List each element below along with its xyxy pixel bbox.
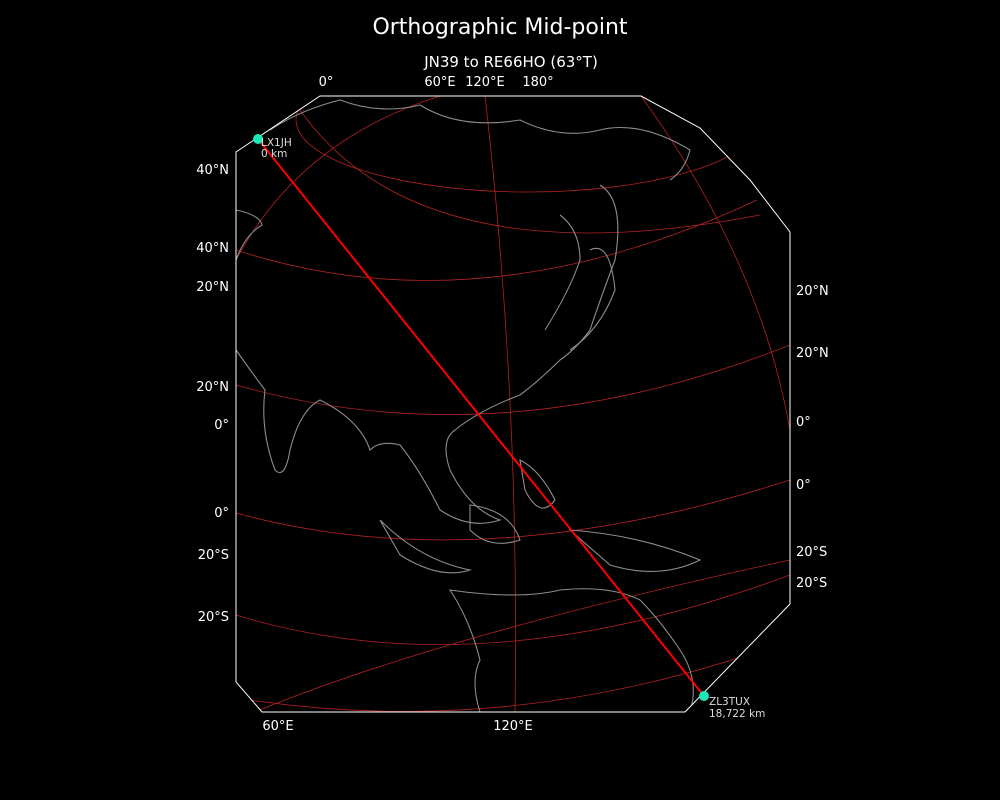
latitude-line [236, 479, 790, 541]
latitude-line [299, 109, 761, 234]
tick-label: 20°N [796, 346, 829, 361]
tick-label: 60°E [424, 75, 455, 90]
tick-label: 20°N [196, 280, 229, 295]
start-distance: 0 km [261, 148, 287, 160]
great-circle-path [257, 138, 705, 697]
tick-label: 20°S [198, 610, 229, 625]
coastline [236, 209, 263, 261]
coastline [269, 99, 691, 181]
coastlines [236, 99, 761, 712]
tick-label: 0° [214, 418, 229, 433]
tick-label: 20°N [796, 284, 829, 299]
top-ticks: 0° 60°E 120°E 180° [319, 75, 554, 90]
graticule [236, 96, 790, 712]
coastline [236, 184, 619, 524]
latitude-line [249, 639, 790, 712]
latitude-line [236, 199, 758, 281]
map-subtitle: JN39 to RE66HO (63°T) [423, 53, 598, 71]
coastline [519, 459, 556, 509]
tick-label: 40°N [196, 163, 229, 178]
meridian-line [236, 96, 441, 261]
tick-label: 0° [796, 478, 811, 493]
bottom-ticks: 60°E 120°E [262, 719, 532, 734]
tick-label: 20°N [196, 380, 229, 395]
meridian-line [484, 96, 517, 712]
coastline [569, 247, 616, 351]
coastline [469, 504, 521, 544]
tick-label: 120°E [493, 719, 533, 734]
tick-label: 20°S [796, 545, 827, 560]
start-marker [253, 134, 263, 144]
tick-label: 120°E [465, 75, 505, 90]
end-distance: 18,722 km [709, 708, 765, 720]
tick-label: 60°E [262, 719, 293, 734]
tick-label: 0° [214, 506, 229, 521]
latitude-line [236, 574, 790, 645]
right-ticks: 20°N 20°N 0° 0° 20°S 20°S [796, 284, 829, 591]
left-ticks: 40°N 40°N 20°N 20°N 0° 0° 20°S 20°S [196, 163, 229, 625]
tick-label: 0° [319, 75, 334, 90]
coastline [544, 214, 581, 331]
tick-label: 40°N [196, 241, 229, 256]
end-callsign: ZL3TUX [709, 696, 750, 708]
coastline [379, 519, 473, 574]
figure-title: Orthographic Mid-point [372, 15, 627, 40]
map-area [236, 96, 790, 712]
coastline-australia [448, 588, 694, 712]
coastline-new-zealand [699, 649, 761, 701]
meridian-line [236, 559, 790, 712]
tick-label: 20°S [796, 576, 827, 591]
coastline [568, 529, 702, 572]
end-marker [699, 691, 709, 701]
start-callsign: LX1JH [261, 137, 292, 149]
map-border [235, 95, 791, 713]
tick-label: 0° [796, 415, 811, 430]
meridian-line [640, 96, 790, 431]
latitude-line [236, 344, 790, 415]
tick-label: 180° [522, 75, 553, 90]
tick-label: 20°S [198, 548, 229, 563]
